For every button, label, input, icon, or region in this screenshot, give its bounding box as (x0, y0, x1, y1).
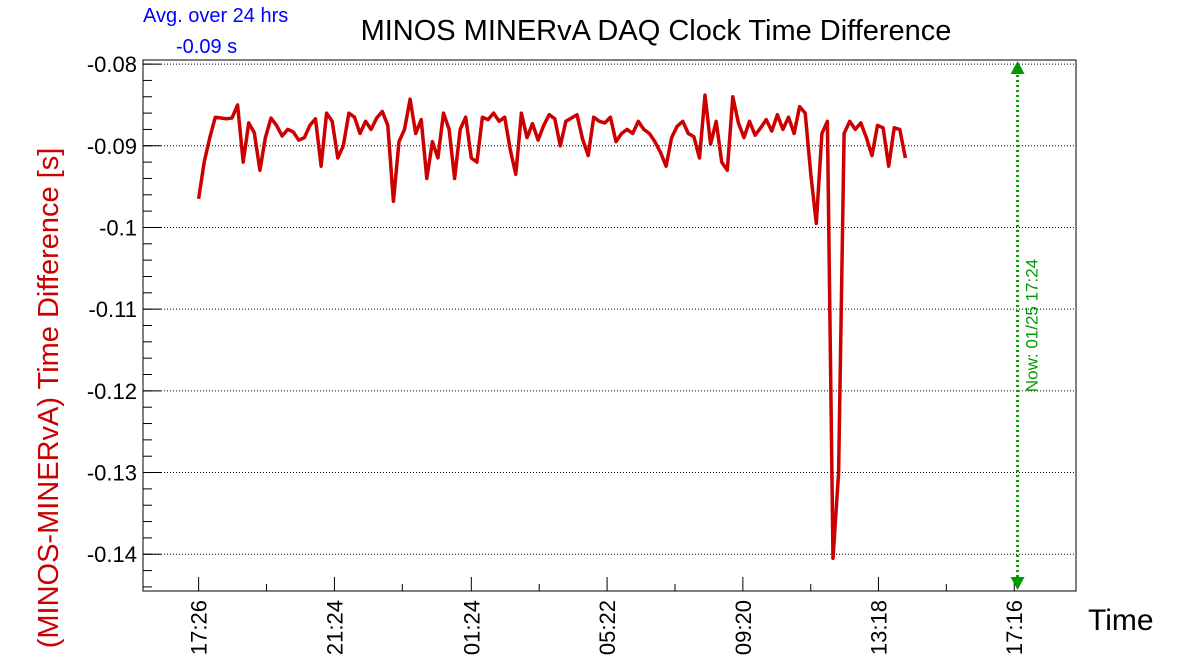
y-tick-label: -0.14 (87, 542, 137, 567)
y-tick-label: -0.1 (99, 215, 137, 240)
annotation-layer: Now: 01/25 17:24 (1010, 61, 1042, 590)
grid-layer (143, 63, 1076, 555)
x-tick-label: 17:16 (1002, 600, 1027, 655)
y-tick-label: -0.09 (87, 134, 137, 159)
y-tick-label: -0.12 (87, 379, 137, 404)
avg-value: -0.09 s (176, 36, 237, 58)
avg-label: Avg. over 24 hrs (143, 5, 288, 27)
x-tick-label: 21:24 (322, 600, 347, 655)
y-tick-label: -0.08 (87, 52, 137, 77)
x-tick-label: 01:24 (459, 600, 484, 655)
y-tick-label: -0.11 (88, 297, 137, 322)
series-layer (196, 93, 908, 561)
y-axis-label: (MINOS-MINERvA) Time Difference [s] (33, 148, 65, 649)
x-tick-label: 09:20 (731, 600, 756, 655)
x-tick-label: 17:26 (187, 600, 212, 655)
y-tick-label: -0.13 (87, 461, 137, 486)
tick-layer (143, 63, 1015, 591)
tick-label-layer: -0.14 -0.13 -0.12 -0.11 -0.1 -0.09 -0.08 17:26 2… (87, 52, 1027, 655)
now-arrow-top (1010, 61, 1025, 74)
x-axis-label: Time (1088, 604, 1154, 637)
x-tick-label: 13:18 (866, 600, 891, 655)
now-arrow-bottom (1010, 577, 1025, 590)
x-tick-label: 05:22 (595, 600, 620, 655)
now-label: Now: 01/25 17:24 (1023, 259, 1042, 392)
series-line (196, 93, 908, 561)
plot-frame (142, 59, 1077, 592)
chart-title: MINOS MINERvA DAQ Clock Time Difference (361, 15, 952, 47)
